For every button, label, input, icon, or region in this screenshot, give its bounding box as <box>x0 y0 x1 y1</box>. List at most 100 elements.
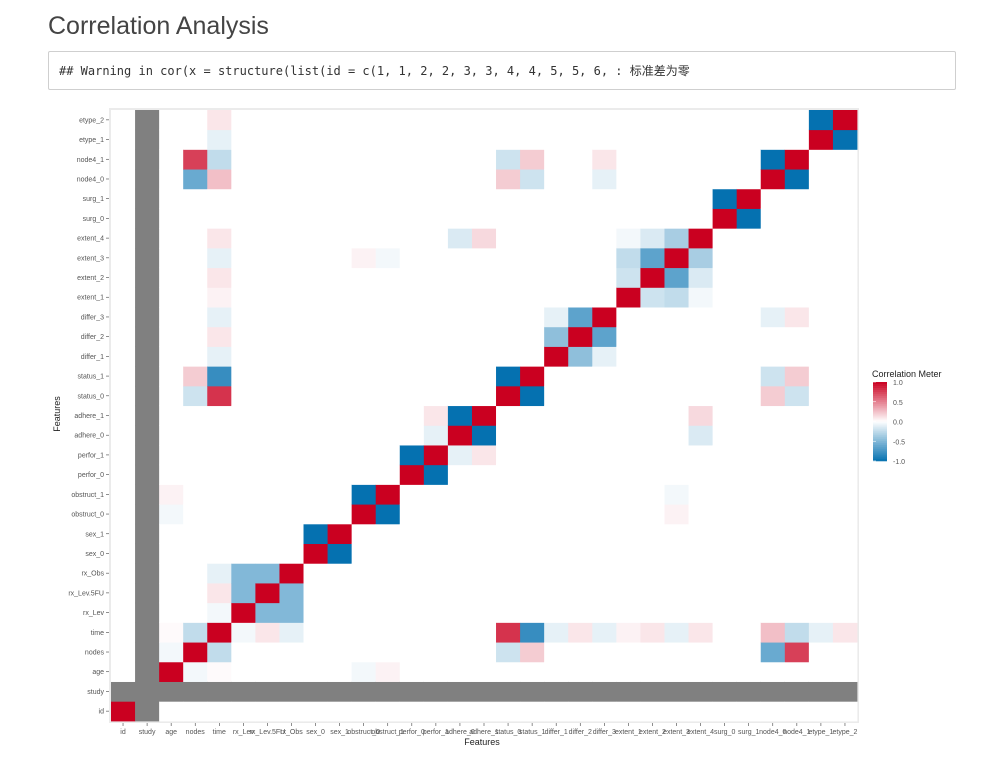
heatmap-cell <box>664 169 689 190</box>
heatmap-cell <box>592 110 617 131</box>
heatmap-cell <box>784 622 810 643</box>
heatmap-cell <box>399 307 425 328</box>
heatmap-cell <box>544 464 569 485</box>
heatmap-cell <box>688 247 714 269</box>
heatmap-cell <box>664 563 689 584</box>
heatmap-cell <box>447 208 473 229</box>
heatmap-cell <box>640 464 665 485</box>
heatmap-cell <box>760 110 786 131</box>
heatmap-cell <box>159 543 184 564</box>
heatmap-cell <box>399 661 425 682</box>
heatmap-cell <box>327 622 353 643</box>
heatmap-cell <box>351 110 377 131</box>
heatmap-cell <box>279 445 304 466</box>
heatmap-cell <box>279 169 304 190</box>
heatmap-cell <box>640 504 665 525</box>
heatmap-cell <box>496 149 521 170</box>
heatmap-cell <box>664 425 689 446</box>
heatmap-cell <box>327 366 353 387</box>
heatmap-cell <box>664 583 689 604</box>
heatmap-cell <box>664 385 689 407</box>
heatmap-cell <box>736 484 762 505</box>
heatmap-cell <box>183 110 208 131</box>
x-tick-label: obstruct_1 <box>371 729 404 736</box>
heatmap-cell <box>592 366 617 387</box>
heatmap-cell <box>616 385 641 407</box>
heatmap-cell <box>183 228 208 249</box>
heatmap-cell <box>111 287 136 308</box>
heatmap-cell <box>135 247 160 269</box>
heatmap-cell <box>375 228 401 249</box>
heatmap-cell <box>327 563 353 584</box>
heatmap-cell <box>568 484 593 505</box>
heatmap-cell <box>640 228 665 249</box>
legend-color-step <box>873 441 887 444</box>
heatmap-cell <box>159 504 184 525</box>
heatmap-cell <box>616 366 641 387</box>
heatmap-cell <box>183 583 208 604</box>
heatmap-cell <box>640 208 665 229</box>
heatmap-cell <box>520 602 545 623</box>
heatmap-cell <box>375 642 401 663</box>
heatmap-cell <box>640 129 665 150</box>
heatmap-cell <box>351 326 377 347</box>
heatmap-cell <box>832 523 858 545</box>
heatmap-cell <box>544 188 569 209</box>
heatmap-cell <box>616 247 641 269</box>
heatmap-cell <box>664 464 689 485</box>
heatmap-cell <box>279 504 304 525</box>
heatmap-cell <box>279 267 304 288</box>
heatmap-cell <box>423 110 449 131</box>
heatmap-cell <box>520 523 545 545</box>
heatmap-cell <box>375 129 401 150</box>
heatmap-cell <box>520 287 545 308</box>
y-tick-label: rx_Lev <box>83 610 105 617</box>
heatmap-cell <box>279 129 304 150</box>
heatmap-cell <box>784 445 810 466</box>
heatmap-cell <box>568 307 593 328</box>
heatmap-cell <box>351 523 377 545</box>
heatmap-cell <box>808 326 834 347</box>
heatmap-cell <box>616 523 641 545</box>
x-tick-label: adhere_1 <box>469 729 499 736</box>
heatmap-cell <box>592 661 617 682</box>
heatmap-cell <box>736 661 762 682</box>
heatmap-cell <box>183 287 208 308</box>
x-tick-label: etype_1 <box>808 729 833 736</box>
heatmap-cell <box>832 661 858 682</box>
heatmap-cell <box>351 208 377 229</box>
heatmap-cell <box>544 543 569 564</box>
heatmap-cell <box>760 169 786 190</box>
heatmap-cell <box>832 701 858 722</box>
heatmap-cell <box>568 169 593 190</box>
heatmap-cell <box>808 425 834 446</box>
heatmap-cell <box>111 484 136 505</box>
heatmap-cell <box>640 366 665 387</box>
heatmap-cell <box>135 701 160 722</box>
heatmap-cell <box>231 110 256 131</box>
heatmap-cell <box>832 642 858 663</box>
heatmap-cell <box>640 445 665 466</box>
heatmap-cell <box>736 701 762 722</box>
heatmap-cell <box>520 583 545 604</box>
heatmap-cell <box>135 543 160 564</box>
heatmap-cell <box>520 188 545 209</box>
y-tick-label: sex_0 <box>85 551 104 558</box>
heatmap-cell <box>375 425 401 446</box>
heatmap-cell <box>207 681 232 702</box>
heatmap-cell <box>712 543 738 564</box>
y-tick-label: nodes <box>85 650 105 657</box>
heatmap-cell <box>231 385 256 407</box>
heatmap-cell <box>568 681 593 702</box>
legend-color-step <box>873 451 887 454</box>
legend-color-step <box>873 443 887 446</box>
heatmap-cell <box>496 661 521 682</box>
x-tick-labels: id study age nodes time rx_Levrx_Lev.5FUrx_Ob… <box>120 723 858 736</box>
heatmap-cell <box>471 484 497 505</box>
y-tick-label: adhere_0 <box>74 433 104 440</box>
heatmap-cell <box>640 149 665 170</box>
heatmap-cell <box>688 188 714 209</box>
heatmap-cell <box>327 523 353 545</box>
heatmap-cell <box>447 425 473 446</box>
heatmap-cell <box>207 346 232 367</box>
